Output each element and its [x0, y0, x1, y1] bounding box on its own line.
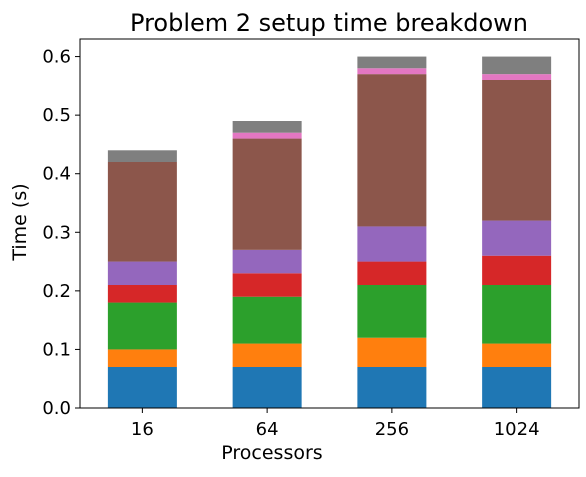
bar-segment-16-s6 — [107, 162, 177, 262]
bar-segment-1024-s7 — [482, 74, 552, 80]
bar-segment-256-s1 — [357, 367, 427, 408]
bar-segment-1024-s3 — [482, 285, 552, 344]
x-tick-label-16: 16 — [131, 419, 154, 440]
bar-segment-64-s8 — [232, 121, 302, 133]
bar-segment-1024-s1 — [482, 367, 552, 408]
bar-segment-1024-s2 — [482, 343, 552, 367]
bar-segment-64-s6 — [232, 138, 302, 250]
bar-segment-256-s6 — [357, 74, 427, 227]
bar-segment-256-s8 — [357, 56, 427, 69]
y-axis-label: Time (s) — [9, 183, 31, 261]
bar-segment-64-s3 — [232, 296, 302, 344]
x-tick-label-64: 64 — [256, 419, 279, 440]
y-tick-label-0.5: 0.5 — [42, 105, 71, 126]
x-tick-label-256: 256 — [375, 419, 409, 440]
bar-segment-16-s3 — [107, 302, 177, 350]
bar-segment-16-s1 — [107, 367, 177, 408]
bar-segment-1024-s8 — [482, 56, 552, 75]
bar-segment-256-s2 — [357, 337, 427, 367]
y-tick-label-0.6: 0.6 — [42, 47, 71, 68]
bar-segment-256-s3 — [357, 285, 427, 338]
x-axis: 16 64 256 1024 — [131, 408, 540, 440]
bar-segment-256-s7 — [357, 68, 427, 75]
bar-segment-16-s4 — [107, 285, 177, 303]
x-axis-label: Processors — [221, 442, 322, 464]
y-axis: 0.0 0.1 0.2 0.3 0.4 0.5 0.6 — [42, 47, 80, 419]
y-tick-label-0.2: 0.2 — [42, 281, 71, 302]
bar-segment-1024-s5 — [482, 220, 552, 256]
bar-segment-64-s1 — [232, 367, 302, 408]
plot-area — [107, 56, 552, 408]
plot-frame — [79, 38, 580, 409]
bar-segment-16-s5 — [107, 261, 177, 285]
x-tick-label-1024: 1024 — [494, 419, 540, 440]
y-tick-label-0.3: 0.3 — [42, 222, 71, 243]
chart-title: Problem 2 setup time breakdown — [130, 9, 528, 37]
bar-segment-256-s4 — [357, 261, 427, 285]
bar-segment-16-s8 — [107, 150, 177, 162]
bar-segment-16-s2 — [107, 349, 177, 367]
bar-segment-64-s7 — [232, 132, 302, 139]
bar-segment-1024-s6 — [482, 80, 552, 221]
y-tick-label-0.0: 0.0 — [42, 398, 71, 419]
bar-segment-64-s2 — [232, 343, 302, 367]
y-tick-label-0.4: 0.4 — [42, 164, 71, 185]
bar-segment-64-s5 — [232, 249, 302, 274]
bar-segment-1024-s4 — [482, 255, 552, 285]
bar-segment-64-s4 — [232, 273, 302, 297]
bar-segment-256-s5 — [357, 226, 427, 262]
y-tick-label-0.1: 0.1 — [42, 339, 71, 360]
